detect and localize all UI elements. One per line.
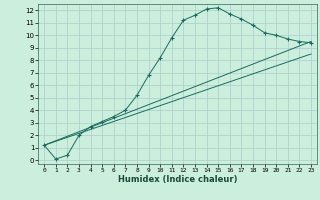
X-axis label: Humidex (Indice chaleur): Humidex (Indice chaleur)	[118, 175, 237, 184]
